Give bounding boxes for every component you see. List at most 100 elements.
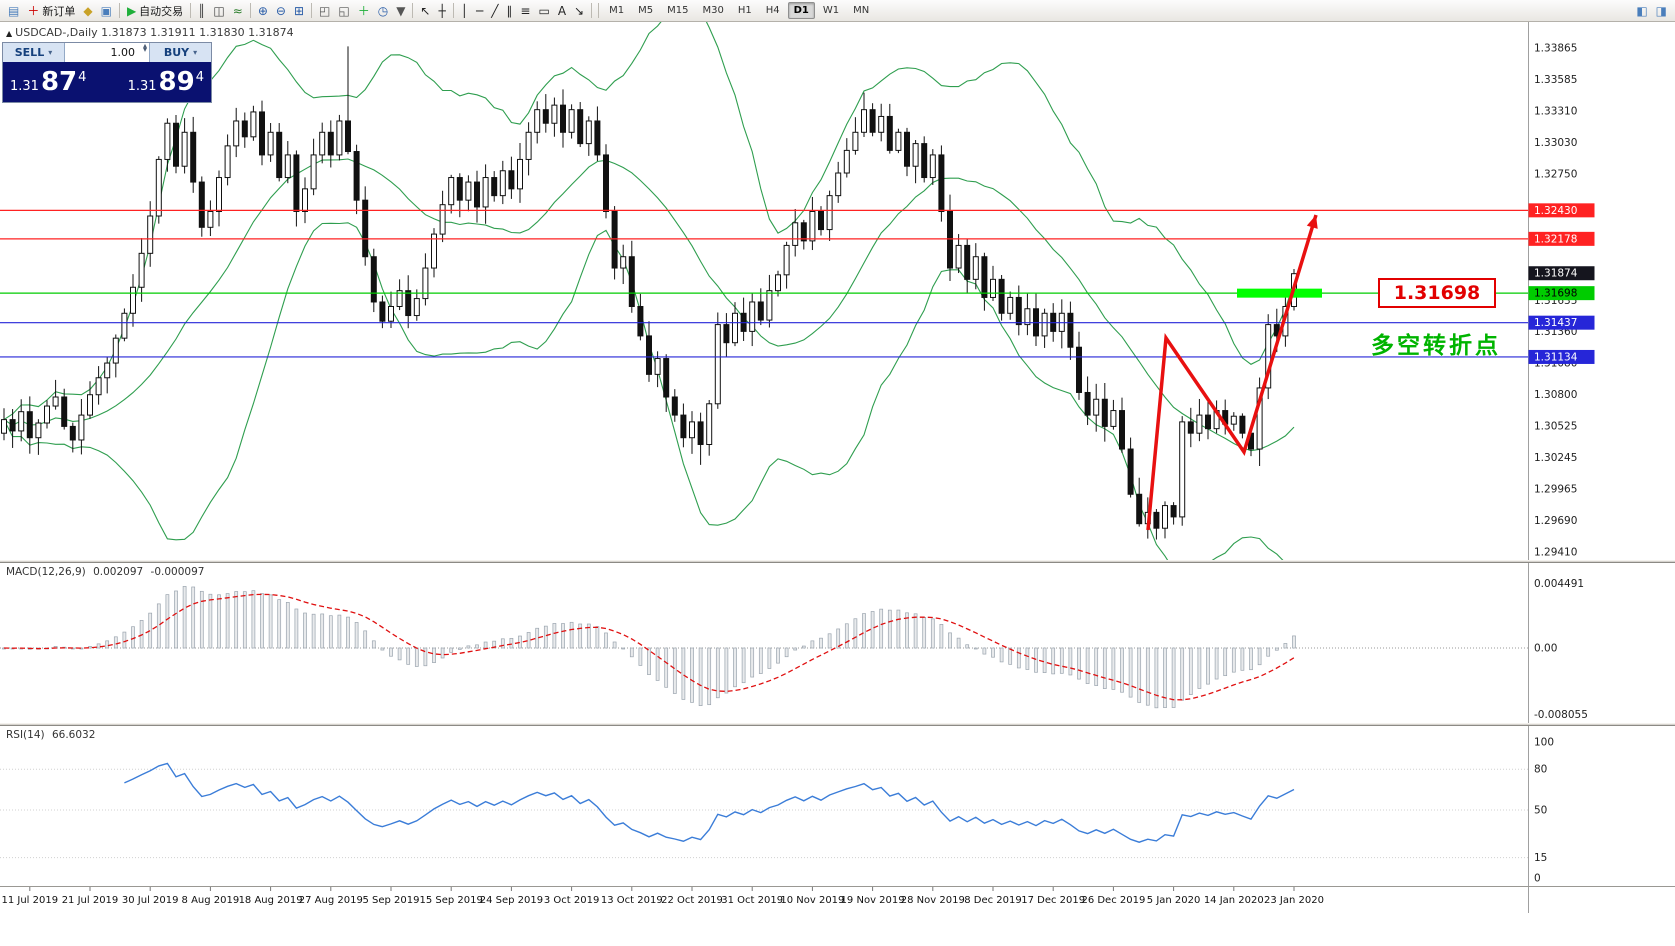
volume-stepper[interactable]: ▴ ▾ bbox=[142, 41, 147, 55]
chevron-down-icon: ▾ bbox=[48, 48, 53, 57]
timeframe-button-m5[interactable]: M5 bbox=[638, 5, 654, 16]
tile-windows-icon[interactable]: ◰ bbox=[315, 2, 334, 20]
price-level-badge-text: 1.31134 bbox=[1534, 351, 1578, 363]
price-level-badge bbox=[1528, 315, 1595, 330]
timeframe-button-mn[interactable]: MN bbox=[853, 5, 870, 16]
price-level-badge-text: 1.31437 bbox=[1534, 317, 1577, 329]
trend-arrow[interactable] bbox=[1146, 214, 1318, 531]
chart-window-icon: ◧ bbox=[1636, 3, 1648, 18]
date-axis-label: 23 Jan 2020 bbox=[1264, 895, 1324, 906]
new-chart-icon[interactable]: ▤ bbox=[4, 2, 23, 20]
main-chart-pane[interactable]: ▲ USDCAD-,Daily 1.31873 1.31911 1.31830 1… bbox=[0, 22, 1675, 560]
volume-input[interactable]: 1.00 ▴ ▾ bbox=[65, 41, 149, 62]
horizontal-line-icon[interactable]: ─ bbox=[472, 2, 487, 20]
buy-price[interactable]: 1.31 89 4 bbox=[128, 69, 204, 95]
macd-pane[interactable]: MACD(12,26,9) 0.002097 -0.000097 0.00449… bbox=[0, 563, 1675, 723]
candlestick-chart-icon[interactable]: ◫ bbox=[209, 2, 228, 20]
pane-splitter[interactable] bbox=[0, 723, 1675, 726]
stepper-down-icon[interactable]: ▾ bbox=[142, 45, 147, 55]
price-axis-label: 1.29690 bbox=[1534, 515, 1577, 527]
grid-icon[interactable]: ⊞ bbox=[290, 2, 308, 20]
autotrade-play-icon: ▶ bbox=[126, 3, 137, 18]
trendline-icon: ╱ bbox=[491, 3, 499, 18]
equidistant-channel-icon: ∥ bbox=[506, 3, 513, 18]
expert-advisors-icon[interactable]: ◆ bbox=[79, 2, 96, 20]
stepper-up-icon[interactable]: ▴ bbox=[142, 41, 147, 50]
price-axis-label: 1.33030 bbox=[1534, 137, 1577, 149]
pane-splitter[interactable] bbox=[0, 560, 1675, 563]
green-highlight-zone[interactable] bbox=[1237, 288, 1322, 298]
new-order-icon: ＋ bbox=[27, 3, 40, 18]
date-axis-label: 3 Oct 2019 bbox=[544, 895, 599, 906]
chart-window-icon[interactable]: ◧ bbox=[1632, 2, 1651, 20]
date-axis-label: 15 Sep 2019 bbox=[420, 895, 483, 906]
macd-value-1: 0.002097 bbox=[93, 566, 144, 578]
templates-icon: ▼ bbox=[396, 3, 406, 18]
vertical-line-icon[interactable]: │ bbox=[457, 2, 472, 20]
zoom-out-icon: ⊖ bbox=[275, 3, 286, 18]
trendline-icon[interactable]: ╱ bbox=[487, 2, 502, 20]
templates-icon[interactable]: ▼ bbox=[392, 2, 409, 20]
turning-point-note[interactable]: 多空转折点 bbox=[1371, 333, 1501, 359]
rsi-axis-label: 15 bbox=[1534, 852, 1547, 864]
fibonacci-icon[interactable]: ≡ bbox=[516, 2, 534, 20]
bar-chart-icon: ║ bbox=[198, 3, 206, 18]
arrows-tool-icon: ↘ bbox=[574, 3, 585, 18]
top-toolbar: ▤ ＋新订单 ◆ ▣ ▶ 自动交易 ║ ◫ ≈ ⊕ ⊖ ⊞ ◰ ◱ ＋ ◷ ▼ ↖ ┼ │ ─ ╱ ∥ ≡ ▭ A ↘ M1 M5 M15… bbox=[0, 0, 1675, 22]
chart-shift-icon[interactable]: ◨ bbox=[1652, 2, 1671, 20]
date-axis-label: 10 Nov 2019 bbox=[780, 895, 844, 906]
toolbar-separator bbox=[190, 3, 192, 18]
timeframe-button-m1[interactable]: M1 bbox=[609, 5, 625, 16]
price-level-badge bbox=[1528, 266, 1595, 281]
date-axis-label: 26 Dec 2019 bbox=[1081, 895, 1145, 906]
timeframe-button-d1[interactable]: D1 bbox=[787, 2, 815, 19]
equidistant-channel-icon[interactable]: ∥ bbox=[502, 2, 516, 20]
price-axis-label: 1.33585 bbox=[1534, 74, 1577, 86]
date-axis-label: 31 Oct 2019 bbox=[721, 895, 783, 906]
sell-price-pip: 4 bbox=[78, 70, 87, 85]
date-axis[interactable]: 11 Jul 2019 21 Jul 2019 30 Jul 2019 8 Aug 2… bbox=[0, 886, 1675, 913]
price-level-badge-text: 1.32430 bbox=[1534, 205, 1577, 217]
rsi-canvas[interactable]: 100 80 50 15 0 bbox=[0, 726, 1675, 886]
periods-icon[interactable]: ◷ bbox=[374, 2, 392, 20]
macd-canvas[interactable]: 0.004491 0.00 -0.008055 bbox=[0, 563, 1675, 723]
data-window-icon[interactable]: ▣ bbox=[97, 2, 116, 20]
text-label-icon[interactable]: A bbox=[554, 2, 570, 20]
new-order-button[interactable]: ＋新订单 bbox=[23, 2, 79, 20]
timeframe-button-h4[interactable]: H4 bbox=[765, 5, 780, 16]
cascade-windows-icon[interactable]: ◱ bbox=[334, 2, 353, 20]
macd-histogram bbox=[2, 586, 1296, 709]
sell-price-base: 1.31 bbox=[10, 79, 39, 94]
main-chart-canvas[interactable]: 1.33865 1.33585 1.33310 1.33030 1.32750 1.316… bbox=[0, 22, 1675, 560]
rsi-pane[interactable]: RSI(14) 66.6032 100 80 50 15 0 bbox=[0, 726, 1675, 886]
buy-price-pip: 4 bbox=[195, 70, 204, 85]
sell-price-big: 87 bbox=[40, 67, 78, 97]
date-axis-label: 14 Jan 2020 bbox=[1204, 895, 1264, 906]
add-indicator-icon[interactable]: ＋ bbox=[354, 2, 374, 20]
macd-name: MACD(12,26,9) bbox=[6, 566, 86, 578]
sell-button[interactable]: SELL ▾ bbox=[3, 43, 65, 62]
price-axis-label: 1.29410 bbox=[1534, 546, 1577, 558]
cursor-icon[interactable]: ↖ bbox=[416, 2, 434, 20]
buy-button[interactable]: BUY ▾ bbox=[149, 43, 211, 62]
data-window-icon: ▣ bbox=[100, 3, 112, 18]
line-chart-icon[interactable]: ≈ bbox=[229, 2, 247, 20]
zoom-in-icon[interactable]: ⊕ bbox=[254, 2, 272, 20]
timeframe-button-h1[interactable]: H1 bbox=[737, 5, 752, 16]
new-chart-icon: ▤ bbox=[8, 3, 20, 18]
candlestick-chart-icon: ◫ bbox=[213, 3, 225, 18]
autotrade-button[interactable]: ▶ 自动交易 bbox=[123, 2, 187, 20]
timeframe-button-m30[interactable]: M30 bbox=[702, 5, 724, 16]
horizontal-level-lines[interactable] bbox=[0, 209, 1528, 358]
arrows-tool-icon[interactable]: ↘ bbox=[570, 2, 588, 20]
price-callout-label[interactable]: 1.31698 bbox=[1378, 278, 1496, 308]
sell-button-label: SELL bbox=[14, 46, 45, 59]
timeframe-button-m15[interactable]: M15 bbox=[667, 5, 689, 16]
zoom-out-icon[interactable]: ⊖ bbox=[272, 2, 290, 20]
shapes-icon[interactable]: ▭ bbox=[534, 2, 553, 20]
bar-chart-icon[interactable]: ║ bbox=[194, 2, 209, 20]
date-axis-label: 30 Jul 2019 bbox=[122, 895, 179, 906]
crosshair-icon[interactable]: ┼ bbox=[434, 2, 449, 20]
sell-price[interactable]: 1.31 87 4 bbox=[10, 69, 86, 95]
timeframe-button-w1[interactable]: W1 bbox=[822, 5, 840, 16]
